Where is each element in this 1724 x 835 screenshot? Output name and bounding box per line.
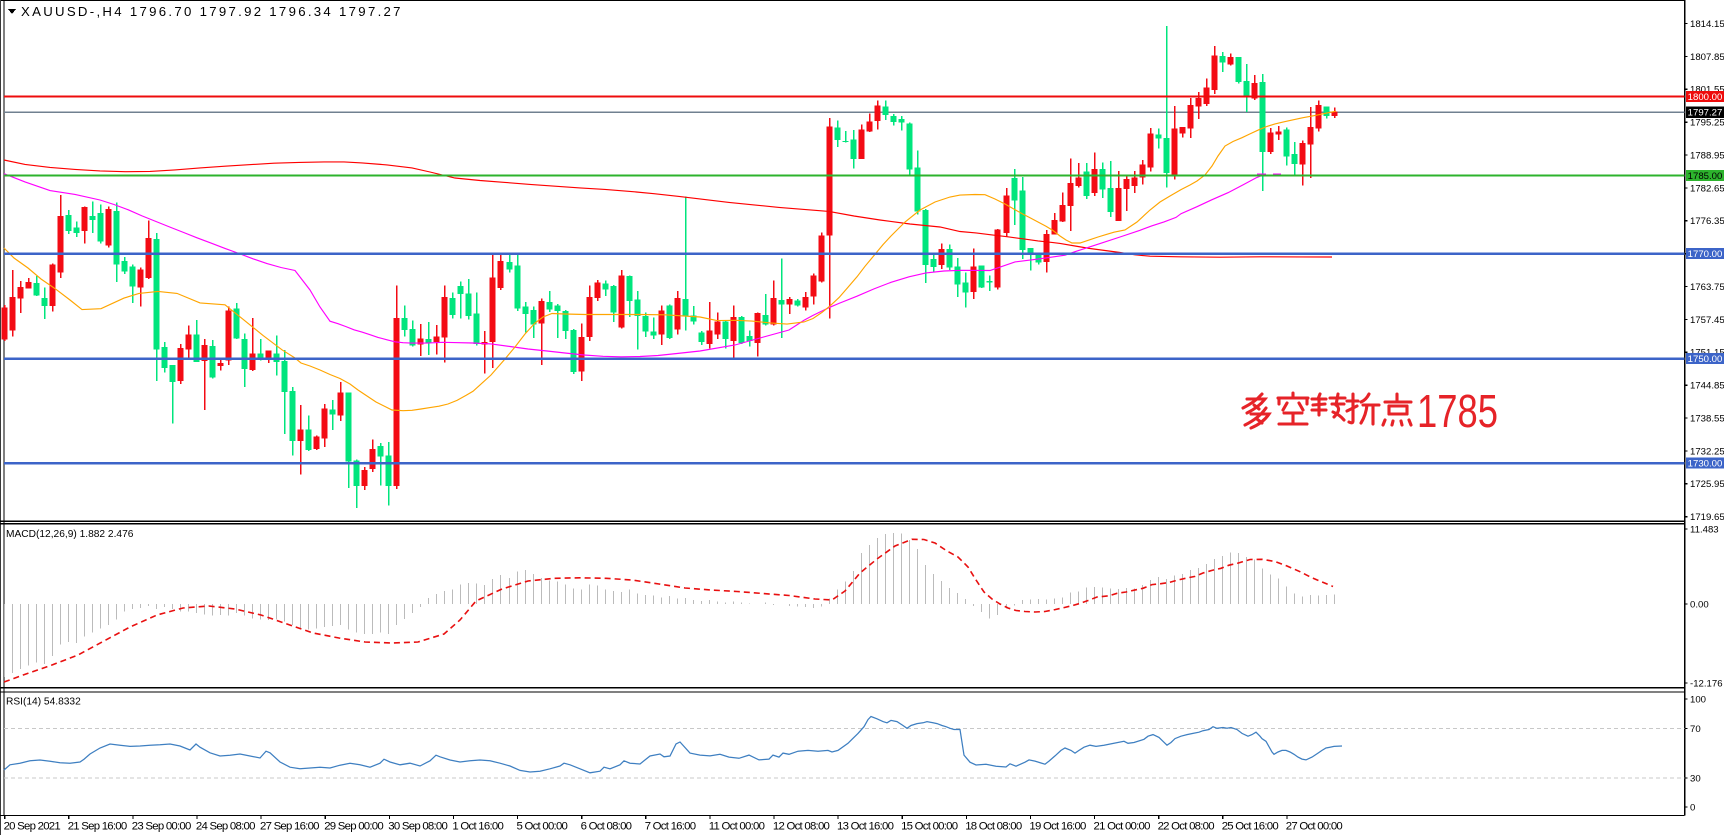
svg-text:12 Oct 08:00: 12 Oct 08:00 <box>773 821 830 833</box>
svg-text:1800.00: 1800.00 <box>1688 92 1723 103</box>
svg-text:100: 100 <box>1690 694 1706 705</box>
svg-text:XAUUSD-,H4 1796.70 1797.92 17: XAUUSD-,H4 1796.70 1797.92 1796.34 1797.… <box>21 4 403 19</box>
svg-text:11.483: 11.483 <box>1690 524 1719 535</box>
svg-text:1750.00: 1750.00 <box>1688 354 1723 365</box>
svg-text:1738.55: 1738.55 <box>1690 414 1724 425</box>
svg-text:1785.00: 1785.00 <box>1688 171 1723 182</box>
svg-text:20 Sep 2021: 20 Sep 2021 <box>4 821 61 833</box>
svg-text:1763.75: 1763.75 <box>1690 282 1724 293</box>
svg-text:1730.00: 1730.00 <box>1688 459 1723 470</box>
svg-text:5 Oct 00:00: 5 Oct 00:00 <box>517 821 568 833</box>
svg-text:1814.15: 1814.15 <box>1690 19 1724 30</box>
svg-text:1788.95: 1788.95 <box>1690 151 1724 162</box>
svg-text:RSI(14) 54.8332: RSI(14) 54.8332 <box>6 697 81 708</box>
svg-text:1807.85: 1807.85 <box>1690 52 1724 63</box>
svg-text:1770.00: 1770.00 <box>1688 249 1723 260</box>
svg-text:1757.45: 1757.45 <box>1690 315 1724 326</box>
svg-text:1725.95: 1725.95 <box>1690 479 1724 490</box>
svg-text:1776.35: 1776.35 <box>1690 216 1724 227</box>
svg-text:11 Oct 00:00: 11 Oct 00:00 <box>709 821 765 833</box>
svg-text:24 Sep 08:00: 24 Sep 08:00 <box>196 821 255 833</box>
svg-text:27 Oct 00:00: 27 Oct 00:00 <box>1286 821 1343 833</box>
svg-text:1732.25: 1732.25 <box>1690 446 1724 457</box>
svg-text:21 Oct 00:00: 21 Oct 00:00 <box>1094 821 1151 833</box>
svg-text:1801.55: 1801.55 <box>1690 85 1724 96</box>
svg-text:30: 30 <box>1690 773 1701 784</box>
svg-text:22 Oct 08:00: 22 Oct 08:00 <box>1158 821 1215 833</box>
svg-text:1785: 1785 <box>1417 385 1498 437</box>
svg-text:21 Sep 16:00: 21 Sep 16:00 <box>68 821 127 833</box>
svg-text:25 Oct 16:00: 25 Oct 16:00 <box>1222 821 1279 833</box>
svg-text:29 Sep 00:00: 29 Sep 00:00 <box>324 821 383 833</box>
svg-text:18 Oct 08:00: 18 Oct 08:00 <box>965 821 1022 833</box>
svg-text:1719.65: 1719.65 <box>1690 512 1724 523</box>
svg-text:27 Sep 16:00: 27 Sep 16:00 <box>260 821 319 833</box>
svg-text:23 Sep 00:00: 23 Sep 00:00 <box>132 821 191 833</box>
svg-text:0: 0 <box>1690 802 1695 813</box>
svg-text:1795.25: 1795.25 <box>1690 118 1724 129</box>
svg-text:7 Oct 16:00: 7 Oct 16:00 <box>645 821 696 833</box>
svg-text:6 Oct 08:00: 6 Oct 08:00 <box>581 821 632 833</box>
svg-text:15 Oct 00:00: 15 Oct 00:00 <box>901 821 958 833</box>
svg-text:1 Oct 16:00: 1 Oct 16:00 <box>452 821 503 833</box>
svg-text:1782.65: 1782.65 <box>1690 183 1724 194</box>
svg-text:1797.27: 1797.27 <box>1688 108 1723 119</box>
svg-text:70: 70 <box>1690 724 1701 735</box>
svg-text:-12.176: -12.176 <box>1690 678 1723 689</box>
svg-text:1744.85: 1744.85 <box>1690 381 1724 392</box>
svg-text:MACD(12,26,9) 1.882 2.476: MACD(12,26,9) 1.882 2.476 <box>6 529 134 540</box>
svg-text:13 Oct 16:00: 13 Oct 16:00 <box>837 821 894 833</box>
svg-text:19 Oct 16:00: 19 Oct 16:00 <box>1029 821 1086 833</box>
svg-text:0.00: 0.00 <box>1690 599 1709 610</box>
svg-text:30 Sep 08:00: 30 Sep 08:00 <box>388 821 447 833</box>
